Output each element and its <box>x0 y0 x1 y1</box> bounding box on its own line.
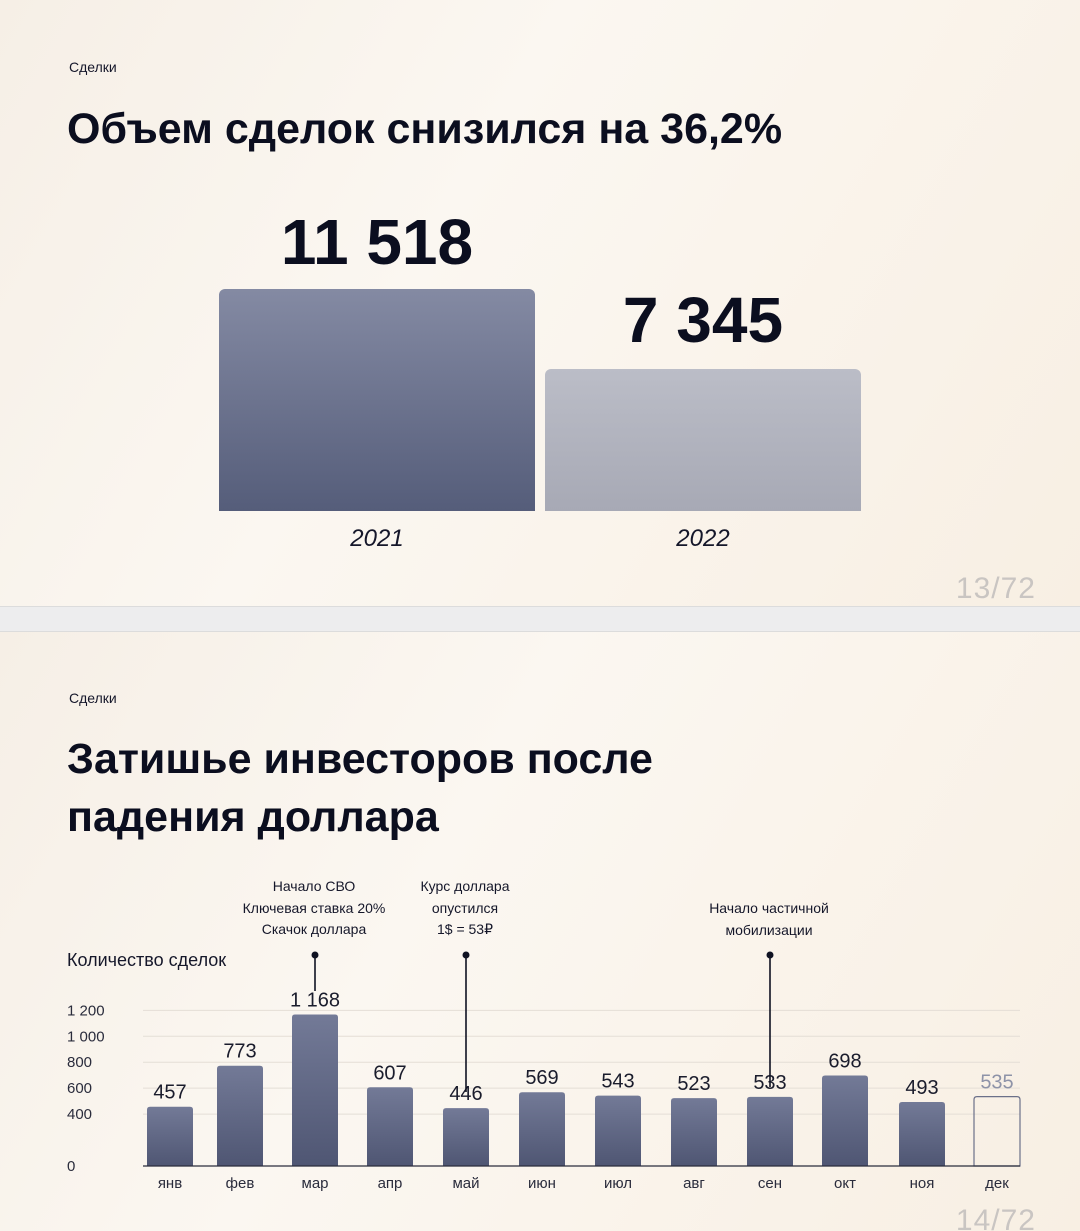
bar-value-label: 457 <box>153 1082 186 1104</box>
bar-value-label: 773 <box>223 1041 256 1063</box>
annotation-may: Курс доллара опустился 1$ = 53₽ <box>355 876 575 941</box>
x-tick-label: мар <box>302 1175 329 1192</box>
bar-value-label: 698 <box>828 1050 861 1072</box>
annotation-mar: Начало СВО Ключевая ставка 20% Скачок до… <box>204 876 424 941</box>
annotation-may-line-3: 1$ = 53₽ <box>436 921 493 937</box>
x-tick-label: апр <box>378 1175 403 1192</box>
y-tick-label: 800 <box>67 1054 92 1071</box>
x-tick-label: авг <box>683 1175 705 1192</box>
x-tick-label: янв <box>158 1175 182 1192</box>
bar-value-label: 446 <box>449 1083 482 1105</box>
y-tick-label: 1 200 <box>67 1002 105 1019</box>
bar-value-label: 543 <box>601 1071 634 1093</box>
bar-value-label: 607 <box>373 1062 406 1084</box>
annotation-sep-line-2: мобилизации <box>725 921 813 938</box>
annotation-sep-line-1: Начало частичной <box>709 900 829 916</box>
bar-сен <box>747 1096 793 1166</box>
slide-title-line-2: падения доллара <box>67 793 439 841</box>
bar-авг <box>671 1098 717 1166</box>
y-tick-label: 400 <box>67 1106 92 1123</box>
section-label: Сделки <box>69 59 117 75</box>
y-tick-label: 0 <box>67 1158 75 1175</box>
x-tick-label: дек <box>985 1175 1009 1192</box>
bar-ноя <box>899 1102 945 1166</box>
annotation-sep-leader-dot <box>766 951 774 959</box>
slide-divider <box>0 606 1080 632</box>
bar-дек <box>973 1096 1021 1167</box>
bar-янв <box>147 1106 193 1166</box>
monthly-deals-chart: 0 400 600 800 1 000 1 200 457 янв 773 фев 1 168 мар… <box>67 951 1021 1192</box>
bar-value-label: 569 <box>525 1067 558 1089</box>
bar-2021 <box>219 289 535 511</box>
slide-13: Сделки Объем сделок снизился на 36,2% 11… <box>0 0 1080 606</box>
slide-14: Сделки Затишье инвесторов после падения … <box>0 632 1080 1231</box>
page-number: 13/72 <box>955 572 1036 605</box>
x-tick-label: июл <box>604 1175 632 1192</box>
x-tick-label: фев <box>226 1175 255 1192</box>
bar-май <box>443 1108 489 1166</box>
bar-value-2021: 11 518 <box>280 206 474 278</box>
annotation-mar-leader-dot <box>311 951 319 959</box>
x-tick-label: ноя <box>910 1175 935 1192</box>
section-label: Сделки <box>69 690 117 706</box>
bar-value-label: 535 <box>980 1072 1013 1094</box>
bar-апр <box>367 1087 413 1166</box>
x-tick-label: июн <box>528 1175 556 1192</box>
bar-окт <box>822 1075 868 1166</box>
annotation-may-leader-dot <box>462 951 470 959</box>
annotation-mar-line-3: Скачок доллара <box>261 921 367 937</box>
annotation-sep: Начало частичной мобилизации <box>659 898 879 941</box>
x-tick-label: май <box>452 1175 479 1192</box>
bar-category-2021: 2021 <box>350 525 404 552</box>
y-tick-label: 600 <box>67 1080 92 1097</box>
bar-value-label: 493 <box>905 1077 938 1099</box>
annotation-mar-line-1: Начало СВО <box>272 878 356 894</box>
x-tick-label: сен <box>758 1175 782 1192</box>
slide-title: Объем сделок снизился на 36,2% <box>67 105 783 153</box>
bar-фев <box>217 1065 263 1166</box>
bar-category-2022: 2022 <box>676 525 730 552</box>
page-number: 14/72 <box>955 1204 1036 1231</box>
annotation-may-line-2: опустился <box>431 899 499 916</box>
annotation-mar-line-2: Ключевая ставка 20% <box>242 899 386 916</box>
bar-июн <box>519 1092 565 1166</box>
y-axis-title: Количество сделок <box>67 950 227 970</box>
x-tick-label: окт <box>834 1175 856 1192</box>
annotation-may-line-1: Курс доллара <box>420 878 510 894</box>
slide-title-line-1: Затишье инвесторов после <box>67 735 653 783</box>
bar-мар <box>292 1014 338 1166</box>
bar-value-label: 1 168 <box>290 990 340 1012</box>
bar-value-label: 523 <box>677 1073 710 1095</box>
y-tick-label: 1 000 <box>67 1028 105 1045</box>
bar-2022 <box>545 369 861 511</box>
bar-июл <box>595 1095 641 1166</box>
bar-value-2022: 7 345 <box>622 284 784 356</box>
